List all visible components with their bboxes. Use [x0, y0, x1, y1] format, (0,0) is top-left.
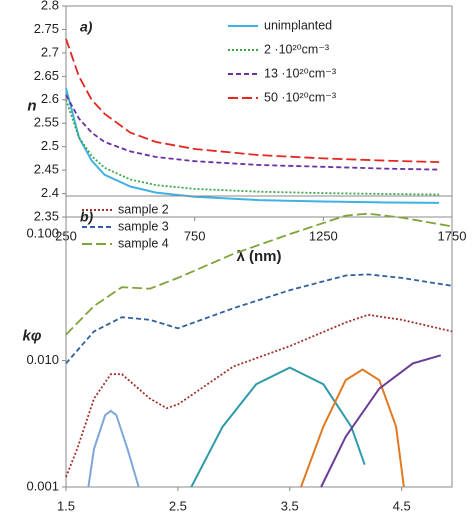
- y-axis-label: n: [27, 97, 36, 114]
- x-axis-label: λ (nm): [237, 248, 282, 265]
- legend-label: sample 2: [118, 202, 169, 216]
- y-tick-label: 0.100: [26, 226, 59, 241]
- legend-label: sample 4: [118, 236, 169, 250]
- panel-label: b): [80, 209, 94, 225]
- legend-label: 50 ·10²⁰cm⁻³: [264, 90, 336, 104]
- series-line: [65, 273, 453, 364]
- legend-box: [216, 14, 442, 116]
- series-line: [65, 87, 440, 204]
- y-tick-label: 2.7: [41, 44, 59, 59]
- y-tick-label: 2.45: [34, 162, 59, 177]
- series-line: [65, 38, 440, 163]
- x-tick-label: 1.5: [57, 498, 75, 513]
- x-tick-label: 2.5: [169, 498, 187, 513]
- y-tick-label: 2.4: [41, 185, 59, 200]
- series-line: [320, 354, 442, 488]
- legend-label: 13 ·10²⁰cm⁻³: [264, 66, 336, 80]
- legend-label: unimplanted: [264, 18, 332, 32]
- x-tick-label: 3.5: [281, 498, 299, 513]
- plot-frame: [65, 5, 453, 218]
- y-tick-label: 2.5: [41, 138, 59, 153]
- y-axis-label: kφ: [23, 327, 42, 344]
- series-line: [65, 212, 453, 336]
- x-axis-label: Photon energy (eV): [190, 518, 328, 520]
- x-tick-label: 750: [184, 228, 206, 243]
- series-line: [87, 409, 140, 488]
- legend-label: 2 ·10²⁰cm⁻³: [264, 42, 329, 56]
- series-line: [65, 94, 440, 171]
- x-tick-label: 1250: [309, 228, 338, 243]
- legend-label: sample 3: [118, 219, 169, 233]
- y-tick-label: 2.55: [34, 115, 59, 130]
- y-tick-label: 2.65: [34, 68, 59, 83]
- x-tick-label: 4.5: [393, 498, 411, 513]
- series-line: [190, 366, 366, 488]
- y-tick-label: 2.8: [41, 0, 59, 12]
- series-line: [300, 368, 405, 488]
- y-tick-label: 2.35: [34, 208, 59, 223]
- y-tick-label: 2.75: [34, 21, 59, 36]
- plot-frame: [65, 195, 453, 488]
- y-tick-label: 0.001: [26, 478, 59, 493]
- panel-label: a): [80, 19, 93, 35]
- y-tick-label: 2.6: [41, 91, 59, 106]
- y-tick-label: 0.010: [26, 352, 59, 367]
- series-line: [65, 313, 453, 478]
